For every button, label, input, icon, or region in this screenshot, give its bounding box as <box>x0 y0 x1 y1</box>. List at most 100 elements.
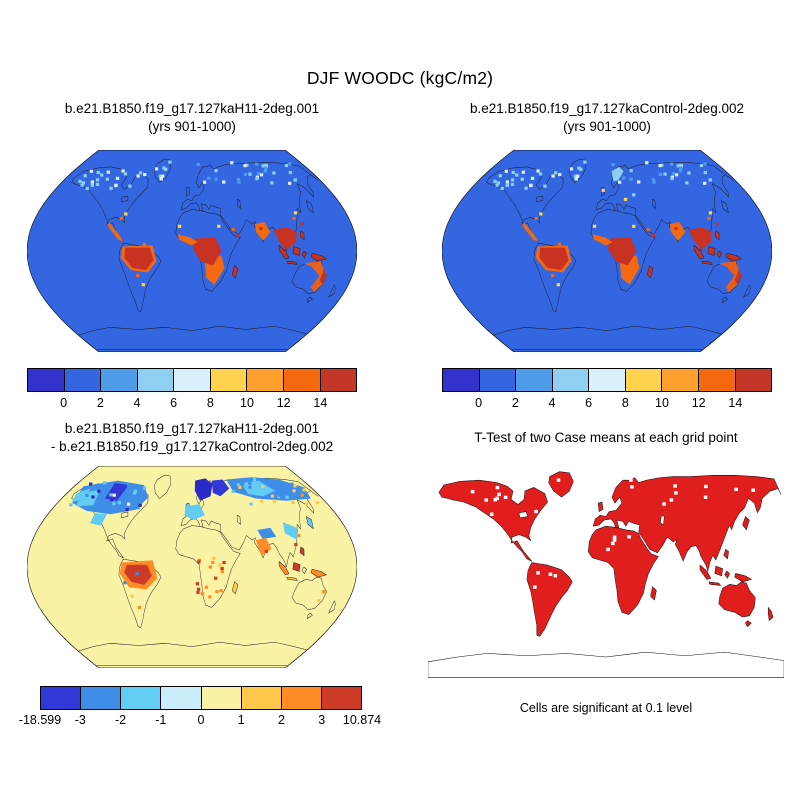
data-cell <box>231 228 235 232</box>
colorbar-segment-7 <box>321 687 361 709</box>
data-cell <box>553 574 558 578</box>
data-cell <box>111 505 116 510</box>
diff-name-line2: - b.e21.B1850.f19_g17.127kaControl-2deg.… <box>50 439 334 454</box>
data-cell <box>255 162 259 166</box>
data-patch <box>211 479 230 497</box>
land-greatlakes <box>120 511 129 518</box>
tick-label: 12 <box>691 396 706 410</box>
colorbar-segment-1 <box>64 369 102 391</box>
data-cell <box>222 560 226 565</box>
data-cell <box>263 163 268 167</box>
data-cell <box>622 176 626 180</box>
data-cell <box>663 172 667 176</box>
data-cell <box>515 173 519 177</box>
data-cell <box>200 592 205 596</box>
data-cell <box>524 186 528 190</box>
tick-label: -18.599 <box>18 713 62 727</box>
data-cell <box>89 169 93 173</box>
data-cell <box>243 172 248 177</box>
data-patch <box>303 261 327 293</box>
data-cell <box>734 487 738 492</box>
map-diff-svg <box>27 466 357 668</box>
data-cell <box>114 183 118 187</box>
data-patch <box>319 267 327 285</box>
tick-label: 0 <box>197 713 205 727</box>
data-cell <box>495 496 500 501</box>
data-patch <box>592 234 613 246</box>
data-cell <box>583 160 587 164</box>
data-cell <box>302 488 306 492</box>
panel-title-bottom-left: b.e21.B1850.f19_g17.127kaH11-2deg.001 - … <box>17 420 367 456</box>
colorbar-segment-6 <box>662 369 699 391</box>
land-uk <box>185 186 190 197</box>
data-cell <box>629 478 633 482</box>
data-cell <box>676 164 680 168</box>
data-cell <box>95 178 100 182</box>
data-cell <box>489 512 494 516</box>
land-sumatra <box>278 245 290 260</box>
data-cell <box>674 491 678 495</box>
land-sulawesi <box>716 250 722 258</box>
data-cell <box>554 171 558 175</box>
data-cell <box>245 163 249 167</box>
data-cell <box>500 186 504 191</box>
data-cell <box>177 224 182 228</box>
tick-label: 10 <box>655 396 669 410</box>
data-cell <box>673 484 677 488</box>
data-cell <box>685 181 689 185</box>
data-cell <box>293 178 297 182</box>
data-cell <box>128 184 132 188</box>
data-cell <box>293 211 298 215</box>
land-madagascar <box>231 265 239 279</box>
data-cell <box>533 585 537 589</box>
data-cell <box>112 502 116 506</box>
colorbar-segment-7 <box>698 369 736 391</box>
land-japan <box>742 516 750 531</box>
data-patch <box>124 247 154 271</box>
land-java <box>708 581 721 586</box>
data-cell <box>557 242 562 246</box>
colorbar-segment-5 <box>210 369 248 391</box>
land-greatlakes <box>535 195 544 202</box>
data-cell <box>112 493 116 497</box>
data-cell <box>674 226 678 231</box>
data-cell <box>293 484 297 488</box>
data-cell <box>219 589 223 593</box>
tick-label: 14 <box>313 396 328 410</box>
data-cell <box>195 582 200 586</box>
data-patch <box>106 222 124 243</box>
data-cell <box>141 283 145 287</box>
data-cell <box>751 488 755 492</box>
data-cell <box>679 166 683 170</box>
data-cell <box>470 489 475 494</box>
data-cell <box>651 178 656 182</box>
land-caspian <box>660 515 665 526</box>
tick-label: 2 <box>96 396 104 410</box>
colorbar-segment-2 <box>101 369 138 391</box>
data-cell <box>511 170 515 175</box>
data-patch <box>89 513 108 526</box>
map-frame <box>27 150 357 352</box>
land-caspian <box>651 199 656 209</box>
colorbar-segment-6 <box>281 687 322 709</box>
land-java <box>286 576 298 581</box>
land-africa <box>587 525 659 615</box>
data-cell <box>236 178 241 182</box>
data-cell <box>539 212 543 216</box>
data-patch <box>688 227 712 250</box>
land-madagascar <box>646 265 654 279</box>
data-cell <box>135 572 139 576</box>
tick-label: 12 <box>276 396 291 410</box>
data-cell <box>135 274 140 278</box>
data-cell <box>670 177 674 181</box>
data-cell <box>96 170 100 175</box>
data-cell <box>629 177 633 181</box>
land-philippines <box>299 230 305 241</box>
data-patch <box>607 237 637 266</box>
case1-years: (yrs 901-1000) <box>148 119 236 134</box>
data-cell <box>259 173 264 177</box>
data-cell <box>260 499 264 503</box>
data-cell <box>256 171 261 176</box>
tick-label: 0 <box>60 396 68 410</box>
